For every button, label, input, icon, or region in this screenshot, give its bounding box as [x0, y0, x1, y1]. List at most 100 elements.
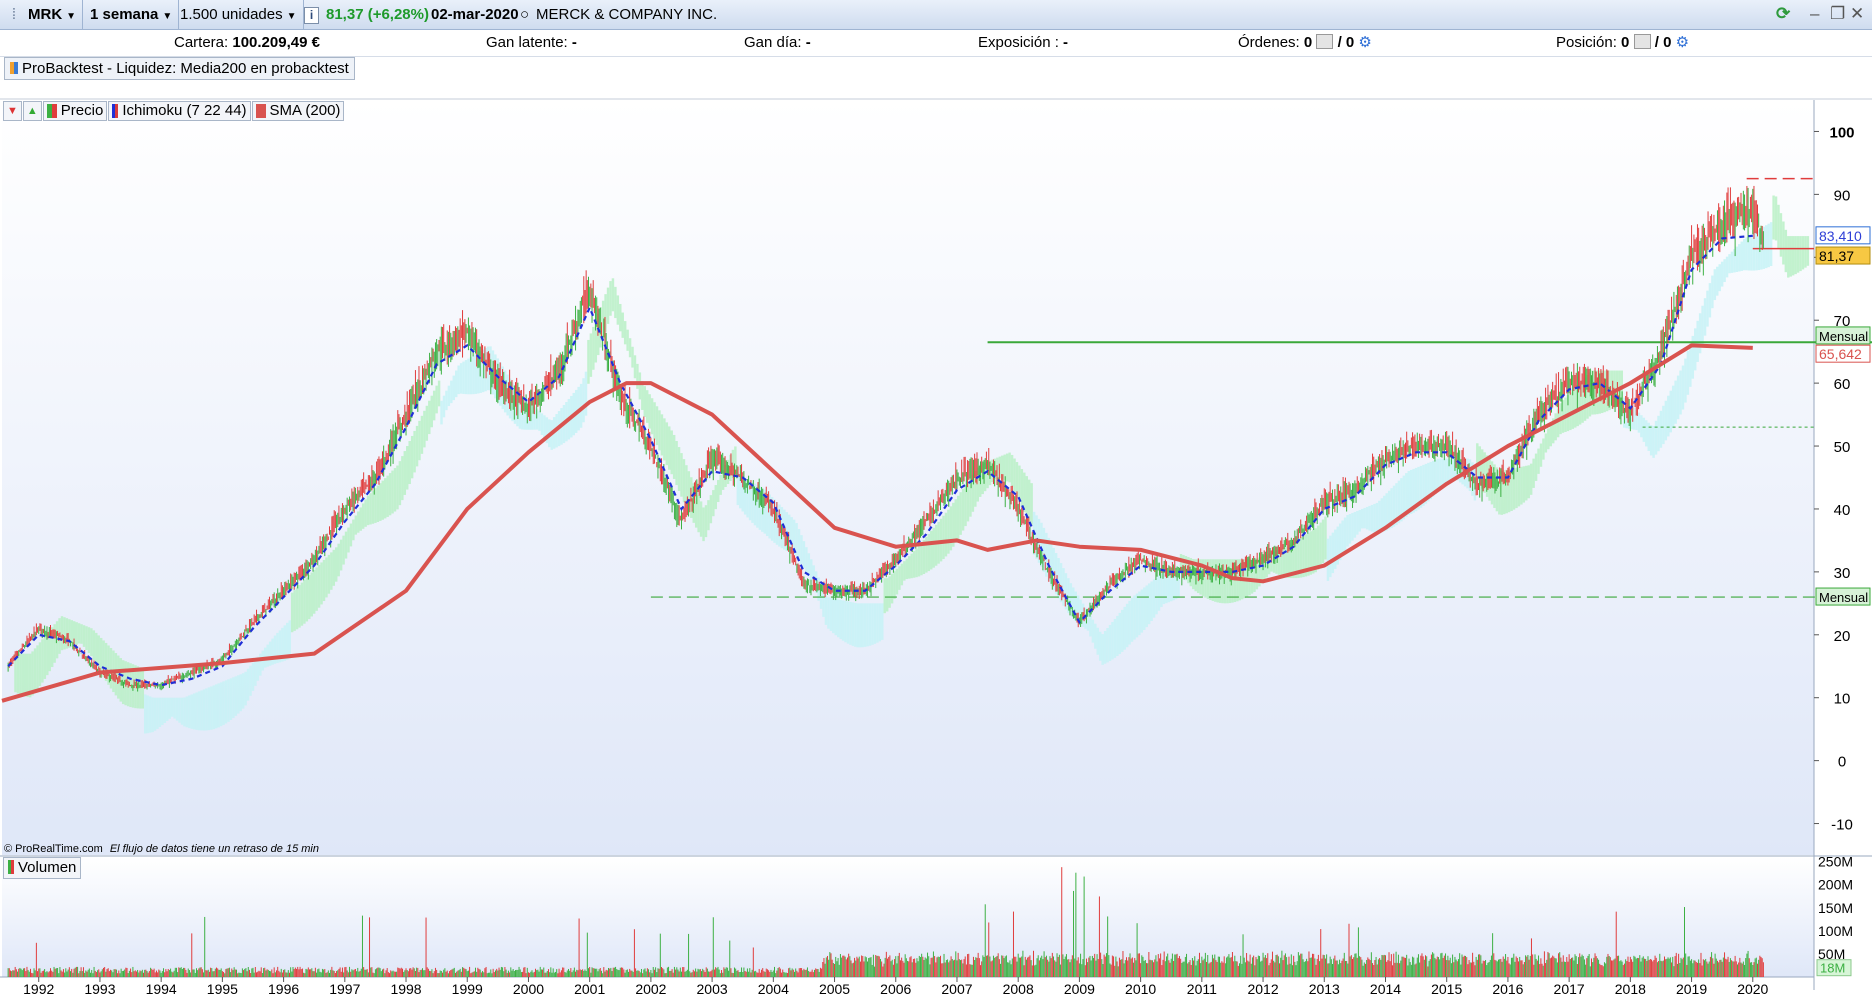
legend-ichimoku[interactable]: Ichimoku (7 22 44) — [108, 101, 251, 121]
ichimoku-cloud-segment — [1255, 558, 1259, 590]
ichimoku-cloud-segment — [1569, 392, 1572, 431]
ichimoku-cloud-segment — [1064, 573, 1068, 610]
close-orders-icon[interactable] — [1316, 34, 1334, 49]
ichimoku-cloud-segment — [109, 648, 113, 689]
ichimoku-cloud-segment — [1155, 577, 1158, 615]
legend-volumen-label: Volumen — [18, 859, 77, 876]
ichimoku-cloud-segment — [1343, 517, 1347, 551]
ichimoku-cloud-segment — [1664, 400, 1668, 441]
ichimoku-cloud-segment — [70, 620, 74, 647]
ichimoku-cloud-segment — [1789, 236, 1792, 277]
ichimoku-cloud-segment — [1027, 479, 1031, 522]
ichimoku-cloud-segment — [14, 653, 17, 693]
ichimoku-cloud-segment — [893, 571, 896, 599]
ichimoku-cloud-segment — [582, 378, 585, 423]
ichimoku-cloud-segment — [1799, 236, 1802, 272]
units-dropdown[interactable]: 1.500 unidades ▼ — [174, 0, 304, 29]
ichimoku-cloud-segment — [790, 517, 793, 554]
ichimoku-cloud-segment — [82, 625, 86, 647]
ichimoku-cloud-segment — [947, 509, 950, 554]
ichimoku-cloud-segment — [55, 621, 59, 659]
legend-volumen[interactable]: Volumen — [3, 857, 82, 879]
ichimoku-cloud-segment — [1645, 420, 1648, 447]
sync-icon[interactable]: ⟳ — [1776, 4, 1791, 23]
x-tick-label: 2007 — [941, 981, 972, 997]
close-position-icon[interactable] — [1633, 34, 1651, 49]
ichimoku-cloud-segment — [1351, 512, 1354, 541]
ichimoku-cloud-segment — [1390, 488, 1393, 529]
ichimoku-cloud-segment — [650, 398, 654, 435]
ichimoku-cloud-segment — [1319, 522, 1322, 567]
ichimoku-cloud-segment — [814, 571, 818, 593]
restore-icon[interactable]: ❐ — [1830, 4, 1846, 23]
ichimoku-cloud-segment — [481, 349, 485, 393]
ichimoku-cloud-segment — [310, 572, 313, 617]
sma-line — [1, 343, 1753, 703]
ichimoku-cloud-segment — [623, 321, 627, 345]
backtest-label[interactable]: ProBacktest - Liquidez: Media200 en prob… — [4, 57, 355, 80]
ichimoku-cloud-segment — [153, 697, 157, 731]
ichimoku-cloud-segment — [1794, 236, 1797, 275]
ichimoku-cloud-segment — [1356, 510, 1359, 535]
ichimoku-cloud-segment — [1738, 244, 1741, 272]
volume-pane[interactable] — [2, 857, 1814, 977]
ichimoku-cloud-segment — [383, 478, 387, 519]
legend-sma[interactable]: SMA (200) — [251, 101, 345, 121]
info-icon[interactable]: i — [304, 7, 319, 24]
legend-precio[interactable]: Precio — [42, 101, 108, 121]
ichimoku-cloud-segment — [944, 512, 948, 557]
ichimoku-cloud-segment — [1385, 493, 1388, 531]
volume-tick-label: 150M — [1818, 900, 1853, 916]
ichimoku-cloud-segment — [413, 430, 416, 473]
ichimoku-cloud-segment — [1010, 454, 1014, 487]
ichimoku-cloud-segment — [611, 278, 615, 312]
ichimoku-cloud-segment — [386, 475, 389, 517]
minimize-icon[interactable]: – — [1810, 4, 1820, 23]
ichimoku-cloud-segment — [337, 543, 340, 577]
ichimoku-cloud-segment — [1728, 254, 1731, 274]
settings-gear-icon[interactable]: ⚙ — [1358, 34, 1372, 51]
y-tick-label: 70 — [1834, 313, 1851, 330]
ichimoku-cloud-segment — [244, 671, 247, 706]
posicion-value: 0 — [1621, 34, 1630, 51]
chevron-down-icon: ▼ — [66, 11, 77, 22]
ichimoku-cloud-segment — [1750, 234, 1753, 271]
ichimoku-cloud-segment — [97, 635, 100, 669]
legend-precio-label: Precio — [60, 102, 104, 119]
ichimoku-cloud-segment — [63, 617, 66, 650]
ichimoku-cloud-segment — [1784, 229, 1788, 273]
price-pane[interactable] — [2, 100, 1814, 855]
ichimoku-cloud-segment — [312, 569, 316, 614]
ichimoku-cloud-segment — [1275, 550, 1278, 574]
ichimoku-cloud-segment — [538, 411, 541, 431]
ichimoku-cloud-segment — [743, 477, 747, 515]
drag-handle-icon[interactable]: ⁞ — [11, 6, 17, 23]
scroll-down-button[interactable]: ▼ — [3, 101, 22, 121]
ichimoku-cloud-segment — [619, 303, 622, 332]
settings-gear-icon[interactable]: ⚙ — [1675, 34, 1690, 51]
y-tick-label: 30 — [1834, 565, 1851, 582]
ichimoku-cloud-segment — [915, 548, 918, 578]
ichimoku-cloud-segment — [636, 363, 639, 389]
symbol-dropdown[interactable]: MRK ▼ — [22, 0, 84, 29]
symbol-label: MRK — [28, 6, 63, 23]
ichimoku-cloud-segment — [1554, 413, 1557, 441]
ichimoku-cloud-segment — [1630, 405, 1633, 430]
ichimoku-cloud-segment — [765, 491, 769, 537]
ichimoku-cloud-segment — [614, 286, 617, 319]
ichimoku-cloud-segment — [408, 441, 411, 485]
ichimoku-cloud-segment — [1334, 529, 1337, 569]
ichimoku-cloud-segment — [812, 565, 815, 585]
ichimoku-cloud-segment — [707, 500, 710, 531]
timeframe-dropdown[interactable]: 1 semana ▼ — [84, 0, 180, 29]
close-icon[interactable]: ✕ — [1850, 4, 1865, 23]
ichimoku-cloud-segment — [932, 527, 935, 568]
ichimoku-cloud-segment — [479, 351, 482, 393]
scroll-up-button[interactable]: ▲ — [22, 101, 42, 121]
ichimoku-cloud-segment — [477, 352, 480, 394]
delay-text: El flujo de datos tiene un retraso de 15… — [109, 843, 319, 855]
ichimoku-cloud-segment — [1498, 470, 1501, 515]
ichimoku-cloud-segment — [73, 621, 76, 646]
ichimoku-cloud-segment — [447, 385, 451, 407]
